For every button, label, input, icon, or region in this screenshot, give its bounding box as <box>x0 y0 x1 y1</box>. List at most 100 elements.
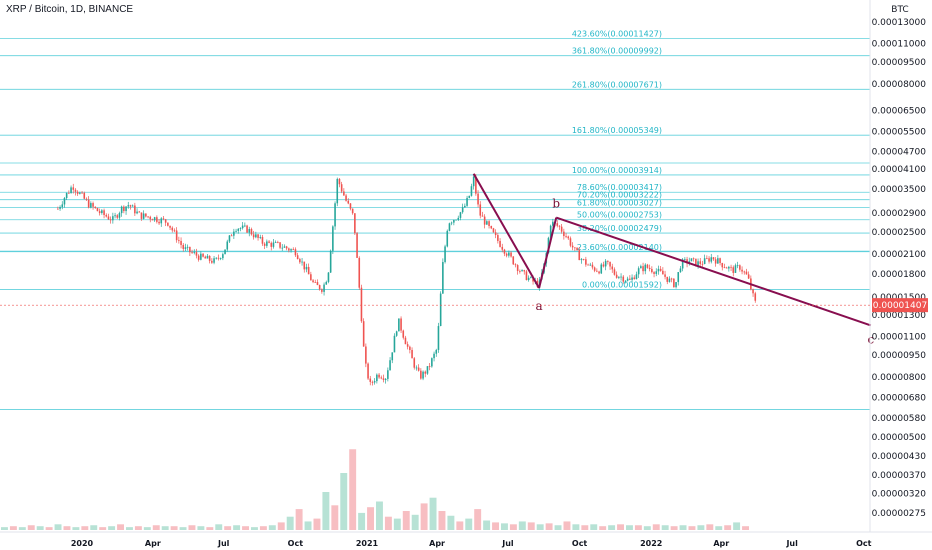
candle-body <box>226 241 229 250</box>
candle-body <box>195 252 198 256</box>
candle-body <box>211 260 213 263</box>
candle-body <box>717 258 719 264</box>
candle-body <box>200 253 202 260</box>
candle-body <box>604 260 607 267</box>
candle-body <box>501 246 504 250</box>
candle-body <box>527 277 530 281</box>
candle-body <box>552 221 554 226</box>
candle-body <box>514 264 517 266</box>
volume-bar <box>456 521 464 530</box>
candle-body <box>85 198 88 200</box>
volume-bar <box>563 521 571 530</box>
candle-body <box>244 225 246 227</box>
candle-body <box>259 237 262 238</box>
candle-body <box>138 211 141 213</box>
volume-bar <box>447 515 455 530</box>
volume-bar <box>492 522 499 530</box>
fib-label: 61.80%(0.00003027) <box>577 199 662 208</box>
candle-body <box>345 195 347 201</box>
candle-body <box>266 241 268 246</box>
currency-label: BTC <box>891 5 908 15</box>
candle-body <box>153 217 156 221</box>
candle-body <box>145 213 147 217</box>
candle-body <box>477 193 479 205</box>
candle-body <box>435 349 438 354</box>
candle-body <box>360 287 363 322</box>
candle-body <box>490 225 493 229</box>
volume-bar <box>501 523 508 530</box>
price-tick-label: 0.00000430 <box>872 452 927 462</box>
volume-bar <box>143 527 151 530</box>
candle-body <box>510 252 512 257</box>
candle-body <box>633 277 636 280</box>
candle-body <box>173 230 176 232</box>
candle-body <box>422 371 424 379</box>
candle-body <box>600 264 603 274</box>
candle-body <box>415 367 418 369</box>
candle-body <box>70 187 72 194</box>
fib-label: 23.60%(0.00002140) <box>577 243 662 252</box>
volume-bar <box>608 525 616 530</box>
candle-body <box>442 262 444 294</box>
candle-body <box>365 346 367 364</box>
candle-body <box>666 276 669 282</box>
candle-body <box>186 246 189 248</box>
time-tick-label: Jul <box>501 539 514 548</box>
candle-body <box>587 264 589 266</box>
fib-label: 78.60%(0.00003417) <box>577 183 662 192</box>
candle-body <box>277 242 279 243</box>
volume-bar <box>277 522 285 530</box>
fib-label: 423.60%(0.00011427) <box>572 30 662 39</box>
candle-body <box>578 250 581 261</box>
candle-body <box>384 378 387 380</box>
candle-body <box>118 213 121 218</box>
candle-body <box>123 206 125 212</box>
candle-body <box>686 259 688 264</box>
candle-body <box>235 230 237 232</box>
candle-body <box>642 266 644 272</box>
volume-bar <box>197 526 205 530</box>
candle-body <box>310 274 312 281</box>
candle-body <box>679 268 682 273</box>
candle-body <box>714 259 717 264</box>
candle-body <box>206 255 209 259</box>
candle-body <box>268 241 270 243</box>
time-tick-label: 2021 <box>356 539 379 548</box>
candle-body <box>499 240 501 247</box>
candle-body <box>107 216 110 220</box>
candle-body <box>217 257 220 259</box>
candle-body <box>378 374 380 378</box>
candle-body <box>400 318 402 331</box>
candle-body <box>404 337 407 345</box>
volume-bar <box>438 511 446 530</box>
price-tick-label: 0.00000320 <box>872 490 927 500</box>
wave-segment <box>472 173 540 289</box>
candle-body <box>646 264 649 268</box>
volume-bar <box>590 524 598 530</box>
candle-body <box>178 240 180 242</box>
price-tick-label: 0.00002900 <box>872 209 927 219</box>
candle-body <box>668 278 671 282</box>
price-tick-label: 0.00013000 <box>872 18 927 28</box>
candle-body <box>237 228 240 231</box>
volume-bar <box>36 526 44 530</box>
candle-body <box>637 268 640 275</box>
candle-body <box>516 265 519 272</box>
candle-body <box>314 282 317 283</box>
price-tick-label: 0.00000500 <box>872 433 927 443</box>
candle-body <box>497 235 499 241</box>
volume-bar <box>99 527 107 530</box>
volume-bar <box>679 525 687 530</box>
candle-body <box>301 261 303 263</box>
candle-body <box>294 249 297 256</box>
candle-body <box>312 280 314 283</box>
candle-body <box>349 203 352 209</box>
volume-bar <box>706 524 714 530</box>
candle-body <box>653 272 655 274</box>
candle-body <box>338 178 341 185</box>
fibonacci-levels: 423.60%(0.00011427) 361.80%(0.00009992) 26… <box>0 30 870 410</box>
candle-body <box>167 222 169 226</box>
candle-body <box>96 208 99 212</box>
candle-body <box>395 331 398 336</box>
